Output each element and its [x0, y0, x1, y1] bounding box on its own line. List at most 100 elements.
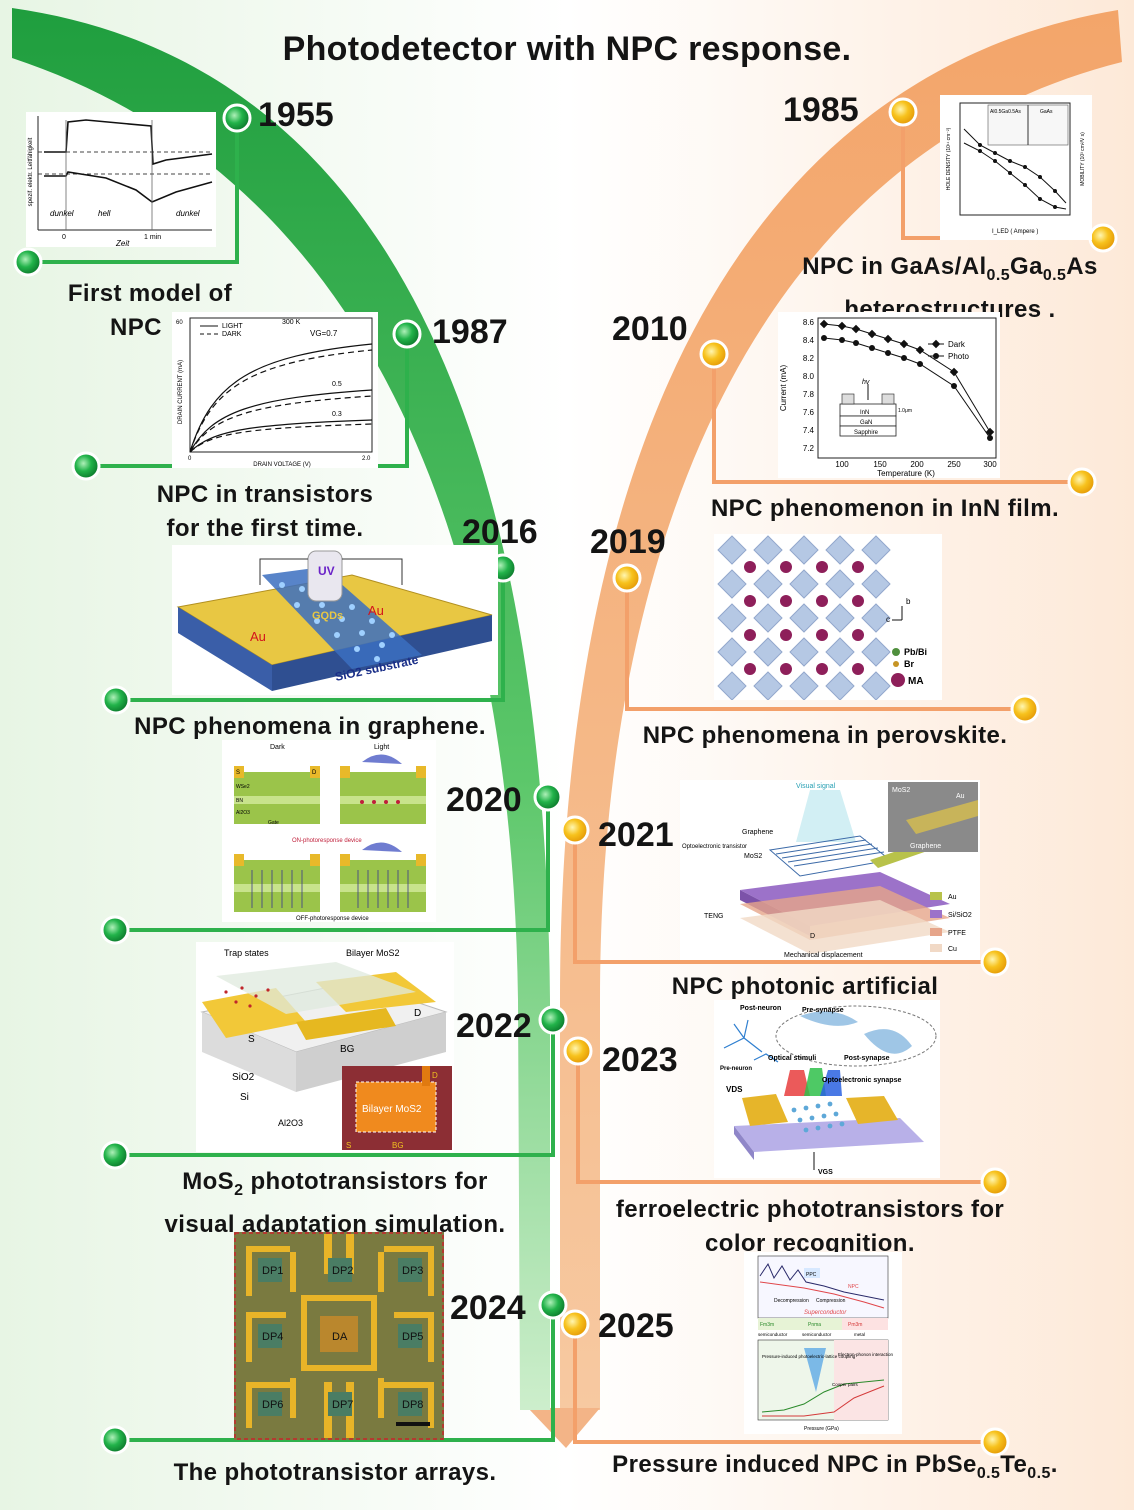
f2025-comp: Compression [816, 1298, 846, 1304]
f2023-optical: Optical stimuli [768, 1055, 816, 1062]
f2024-scalebar [396, 1422, 430, 1426]
f2010-ytick: 8.0 [803, 372, 815, 381]
octahedron [717, 569, 747, 599]
f2021-graphene: Graphene [742, 829, 773, 836]
figure-2024: DP1 DP2 DP3 DP4 DA DP5 DP6 DP7 DP8 [234, 1232, 444, 1440]
f2010-xtick: 300 [983, 460, 997, 469]
caption-1985: NPC in GaAs/Al0.5Ga0.5As heterostructure… [770, 250, 1130, 327]
caption-1985-line1: NPC in GaAs/Al0.5Ga0.5As [770, 250, 1130, 293]
figure-1985: Al0.5Ga0.5As GaAs HOLE DENSITY (10¹¹ cm⁻… [940, 95, 1092, 240]
f2023-presyn: Pre-synapse [802, 1007, 844, 1014]
f2010-xticks: 100 150 200 250 300 [835, 460, 997, 469]
f2022-trap-dots [224, 986, 270, 1008]
f2020-dark: Dark [270, 744, 285, 751]
octahedron [789, 671, 819, 700]
right-dots [560, 97, 1118, 1457]
f1985-inset-left: Al0.5Ga0.5As [990, 109, 1021, 115]
f2021-leg-si: Si/SiO2 [948, 912, 972, 919]
octahedron [861, 637, 891, 667]
ma-cation [816, 663, 828, 675]
f2010-device-inset: hv InN GaN Sapphire 1.0μm [839, 379, 912, 437]
octahedron [717, 671, 747, 700]
f2022-inset-bg: BG [392, 1141, 404, 1150]
f1955-light: hell [98, 209, 111, 218]
octahedron [789, 603, 819, 633]
caption-2025-sub2: 0.5 [1027, 1464, 1051, 1482]
f2024-pixels [258, 1258, 422, 1416]
f1955-t1: 1 min [144, 234, 161, 241]
f2022-al2o3: Al2O3 [278, 1118, 303, 1128]
f2010-layer2: GaN [860, 420, 872, 426]
f2023-vgs: VGS [818, 1169, 833, 1176]
track-arrowhead [528, 1408, 600, 1448]
caption-2025-a: Pressure induced NPC in PbSe [612, 1451, 977, 1478]
f1987-ytick: 60 [176, 320, 183, 326]
f1955-dark1: dunkel [50, 209, 74, 218]
f2023-post: Post-neuron [740, 1005, 781, 1012]
f2021-inset-mos2: MoS2 [892, 787, 910, 794]
f2024-labels: DP1 DP2 DP3 DP4 DA DP5 DP6 DP7 DP8 [262, 1265, 423, 1411]
figure-2022: Trap states Bilayer MoS2 S D BG SiO2 Si … [196, 942, 454, 1152]
left-dots [13, 103, 568, 1455]
year-1987: 1987 [432, 313, 508, 351]
f2022-s: S [248, 1034, 255, 1045]
f2022-si: Si [240, 1092, 249, 1103]
ma-cation [816, 561, 828, 573]
ma-cation [852, 595, 864, 607]
f2025-cooper: Cooper pairs [832, 1382, 859, 1387]
f2024-label: DP3 [402, 1265, 423, 1277]
f2023-pre: Pre-neuron [720, 1066, 752, 1072]
figure-2023: Post-neuron Pre-synapse Pre-neuron Optic… [714, 1000, 940, 1178]
caption-2025: Pressure induced NPC in PbSe0.5Te0.5. [565, 1448, 1105, 1491]
caption-2024: The phototransistor arrays. [173, 1459, 497, 1486]
f2019-legend-pb: Pb/Bi [904, 647, 927, 657]
caption-2010: NPC phenomenon in InN film. [710, 495, 1060, 522]
f1985-ylabel-left: HOLE DENSITY (10¹¹ cm⁻²) [946, 127, 952, 190]
caption-1985-c: As [1066, 253, 1098, 280]
year-2020: 2020 [446, 781, 522, 819]
ma-cation [816, 595, 828, 607]
caption-2016: NPC phenomena in graphene. [134, 713, 486, 740]
f2025-coupling: Pressure-induced photoelectric-lattice c… [762, 1354, 856, 1359]
f1987-x0: 0 [188, 456, 192, 462]
caption-1987: NPC in transistors for the first time. [120, 478, 410, 546]
f2016-au-left: Au [250, 629, 266, 644]
f1987-xend: 2.0 [362, 456, 371, 462]
right-track [560, 10, 1122, 1410]
f2020-on-label: ON-photoresponse device [292, 838, 362, 844]
f1985-ylabel-right: MOBILITY (10³ cm²/V s) [1080, 132, 1086, 186]
f2020-device-top-right [340, 754, 426, 824]
f2025-semi1: semiconductor [758, 1332, 788, 1337]
ma-cation [852, 561, 864, 573]
octahedron [789, 535, 819, 565]
octahedron [753, 637, 783, 667]
caption-1985-sub1: 0.5 [986, 266, 1010, 284]
f1987-legend-dark: DARK [222, 331, 242, 338]
caption-1987-line2: for the first time. [166, 515, 364, 542]
figure-2010: 8.6 8.4 8.2 8.0 7.8 7.6 7.4 7.2 100 150 … [778, 312, 1000, 478]
octahedron [789, 569, 819, 599]
f2021-leg-cu: Cu [948, 946, 957, 953]
page-title: Photodetector with NPC response. [282, 30, 852, 68]
figure-2021: Visual signal MoS2 Au Graphene Graphene … [680, 780, 980, 960]
year-2019: 2019 [590, 523, 666, 561]
f2025-decomp: Decompression [774, 1298, 809, 1304]
f2024-label: DP4 [262, 1331, 283, 1343]
year-2021: 2021 [598, 816, 674, 854]
caption-2021: NPC photonic artificial [671, 973, 939, 1000]
f2021-inset-au: Au [956, 793, 965, 800]
f2022-inset-d: D [432, 1071, 438, 1080]
f2022-bilayer: Bilayer MoS2 [346, 948, 400, 958]
f2010-ytick: 7.2 [803, 444, 815, 453]
octahedron [717, 535, 747, 565]
f2022-d: D [414, 1008, 421, 1019]
ma-cation [780, 629, 792, 641]
caption-1987-line1: NPC in transistors [156, 481, 374, 508]
f2010-ytick: 7.6 [803, 408, 815, 417]
f2010-ytick: 8.6 [803, 318, 815, 327]
f2021-teng: TENG [704, 913, 723, 920]
octahedron [825, 671, 855, 700]
year-2023: 2023 [602, 1041, 678, 1079]
right-connectors [573, 112, 1103, 1444]
